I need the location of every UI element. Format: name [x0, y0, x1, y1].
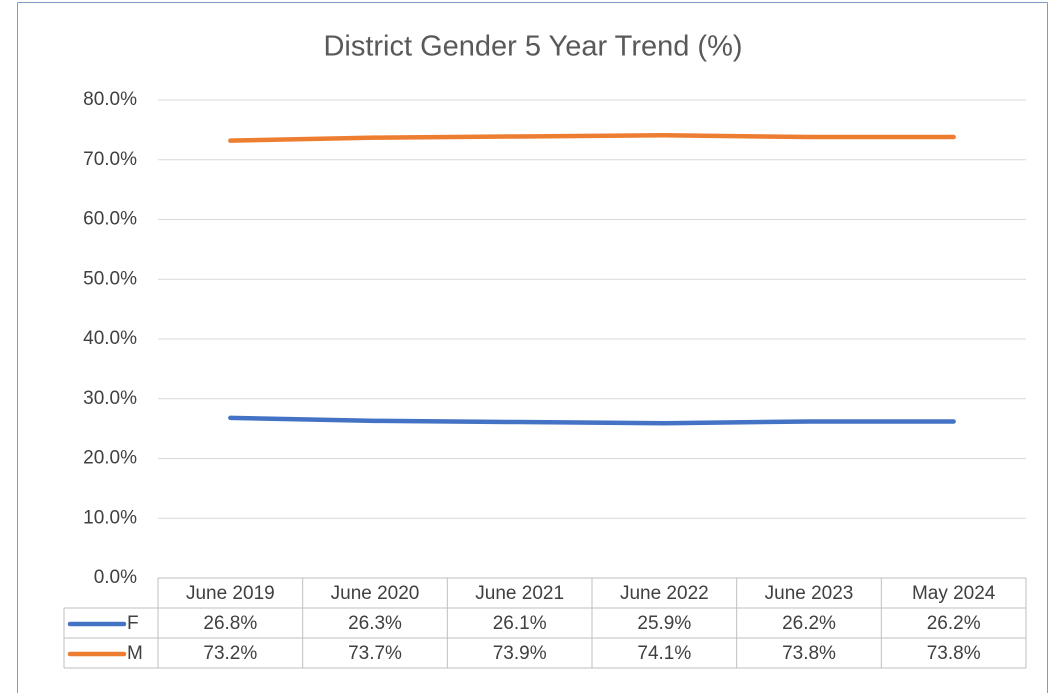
x-tick-label: June 2023	[765, 583, 854, 604]
x-tick-label: June 2022	[620, 583, 709, 604]
legend-label: M	[127, 643, 143, 664]
y-tick-label: 40.0%	[83, 328, 137, 349]
data-label: 26.2%	[782, 613, 836, 634]
data-label: 73.9%	[493, 643, 547, 664]
x-tick-label: May 2024	[912, 583, 996, 604]
line-series	[228, 415, 956, 426]
y-tick-label: 30.0%	[83, 388, 137, 409]
y-tick-label: 70.0%	[83, 149, 137, 170]
x-tick-label: June 2021	[475, 583, 564, 604]
y-tick-label: 0.0%	[94, 567, 137, 588]
data-label: 25.9%	[637, 613, 691, 634]
data-label: 26.8%	[203, 613, 257, 634]
data-label: 73.7%	[348, 643, 402, 664]
data-label: 73.8%	[782, 643, 836, 664]
y-tick-label: 10.0%	[83, 507, 137, 528]
data-label: 26.3%	[348, 613, 402, 634]
x-tick-label: June 2019	[186, 583, 275, 604]
y-tick-label: 60.0%	[83, 209, 137, 230]
data-label: 74.1%	[637, 643, 691, 664]
data-label: 73.2%	[203, 643, 257, 664]
data-label: 73.8%	[927, 643, 981, 664]
line-series	[228, 133, 956, 143]
y-tick-label: 50.0%	[83, 268, 137, 289]
legend-label: F	[127, 613, 139, 634]
y-tick-label: 20.0%	[83, 448, 137, 469]
data-label: 26.2%	[927, 613, 981, 634]
data-label: 26.1%	[493, 613, 547, 634]
x-tick-label: June 2020	[331, 583, 420, 604]
chart-title: District Gender 5 Year Trend (%)	[323, 31, 742, 63]
y-tick-label: 80.0%	[83, 89, 137, 110]
